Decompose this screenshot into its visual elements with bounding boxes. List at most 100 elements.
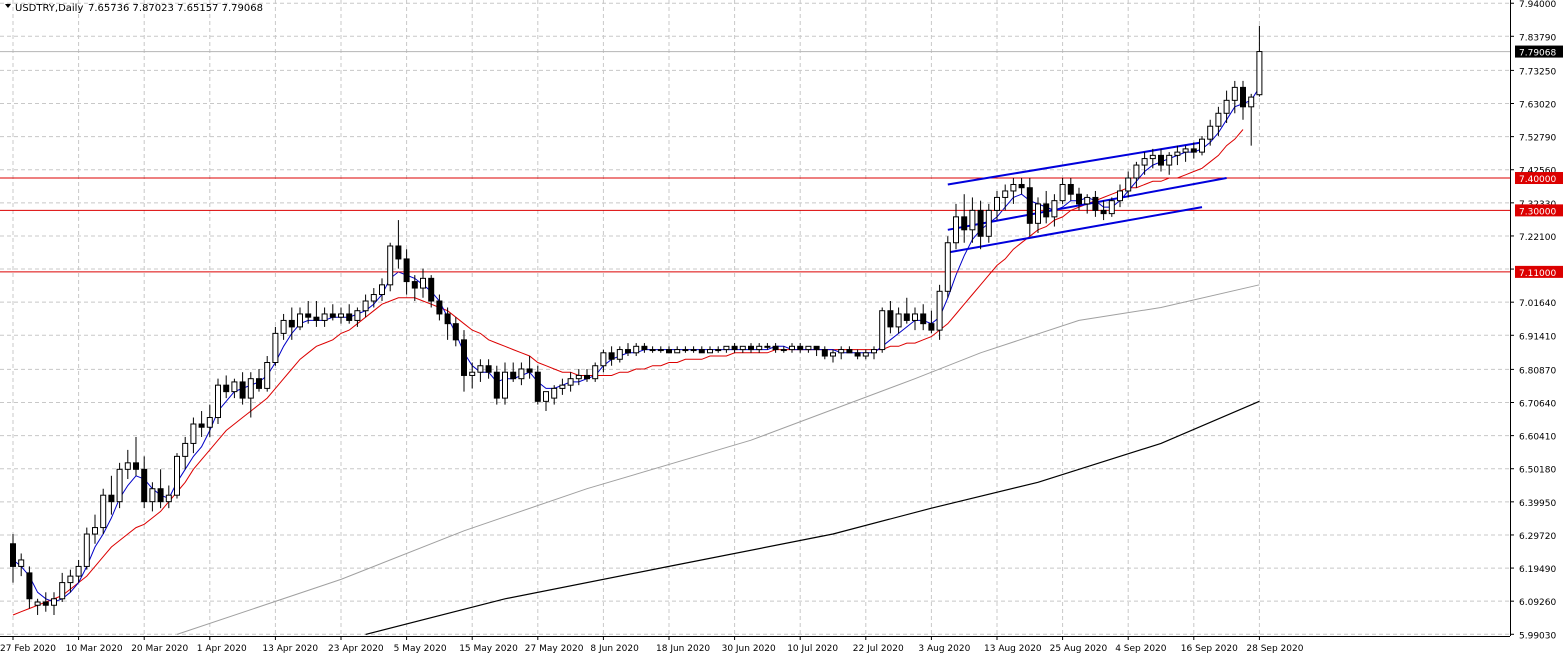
candle (510, 362, 517, 382)
price-tick-label: 7.22100 (1519, 233, 1556, 243)
time-tick-label: 15 May 2020 (459, 644, 518, 654)
candle-body (920, 313, 927, 325)
candle-body (1059, 183, 1066, 202)
horizontal-levels[interactable] (0, 177, 1510, 273)
candle-body (354, 310, 361, 321)
candle-body (969, 209, 976, 231)
candle (633, 343, 640, 357)
candle (1010, 178, 1017, 204)
candle-body (444, 313, 451, 325)
candle (920, 304, 927, 331)
candle-body (428, 277, 435, 302)
candle-body (329, 313, 336, 318)
candle-body (682, 349, 689, 352)
dropdown-triangle-icon[interactable] (5, 4, 11, 8)
candle (944, 236, 951, 298)
candle (313, 301, 320, 327)
candle-body (985, 209, 992, 237)
price-tick-label: 6.91410 (1519, 332, 1556, 342)
level-label: 7.30000 (1519, 207, 1556, 217)
candle-body (813, 345, 820, 351)
candle (862, 349, 869, 360)
candle (141, 456, 148, 509)
candle-body (34, 601, 41, 606)
candle (912, 307, 918, 331)
time-tick-label: 23 Apr 2020 (328, 644, 384, 654)
candle-body (141, 468, 148, 503)
candle (1182, 145, 1189, 162)
candle-body (871, 349, 877, 354)
candle (329, 304, 336, 321)
candle-body (165, 494, 172, 503)
candle (551, 385, 558, 405)
channel-line[interactable] (947, 141, 1203, 186)
candle (600, 349, 607, 373)
candle (682, 346, 689, 353)
candle (928, 310, 935, 334)
candle (1240, 80, 1246, 120)
price-tick-label: 6.70640 (1519, 400, 1556, 410)
candle (379, 278, 385, 302)
candle (157, 469, 164, 509)
time-tick-label: 13 Apr 2020 (262, 644, 318, 654)
candle (1100, 200, 1107, 221)
candle-body (633, 345, 640, 354)
candles (10, 25, 1263, 615)
candle-body (657, 349, 664, 352)
time-tick-label: 8 Jun 2020 (590, 644, 639, 654)
ma-long-line (365, 400, 1260, 635)
candle (231, 378, 238, 399)
time-tick-label: 27 May 2020 (525, 644, 584, 654)
candle (362, 294, 369, 318)
candle (707, 346, 713, 354)
candle (936, 284, 943, 340)
candle-body (1043, 203, 1050, 218)
candle (756, 343, 763, 353)
candle (461, 330, 467, 392)
candle (748, 343, 754, 353)
candle-body (690, 349, 697, 352)
candle-body (731, 345, 738, 351)
time-tick-label: 27 Feb 2020 (0, 644, 56, 654)
candle-body (321, 313, 328, 321)
candle-body (567, 378, 574, 386)
candle-body (264, 362, 271, 389)
candle-body (313, 316, 320, 321)
candle (1199, 135, 1205, 156)
candle-body (403, 258, 410, 283)
candle-body (592, 365, 599, 380)
candle (67, 569, 74, 593)
candle (567, 372, 574, 392)
time-axis: 27 Feb 2020 10 Mar 2020 20 Mar 2020 1 Apr 2… (0, 636, 1304, 654)
candle (977, 200, 984, 250)
candle-body (895, 313, 902, 328)
candle-body (1100, 209, 1107, 215)
candle (1059, 178, 1066, 204)
time-tick-label: 4 Sep 2020 (1115, 644, 1167, 654)
candle (985, 203, 992, 243)
candle (239, 372, 246, 405)
candle-body (1240, 86, 1246, 108)
candle (264, 356, 271, 392)
candle (182, 436, 189, 470)
candle-body (190, 423, 197, 444)
candle (608, 346, 615, 366)
candle (108, 475, 115, 515)
candle-body (723, 345, 730, 351)
candle (18, 553, 25, 577)
grid (0, 0, 1511, 637)
candle-body (543, 391, 549, 402)
channel-line[interactable] (947, 206, 1203, 254)
candle-body (452, 323, 459, 341)
candle (731, 343, 738, 353)
candle-body (223, 384, 230, 393)
candle (797, 343, 804, 353)
candle-body (133, 462, 139, 470)
time-tick-label: 13 Aug 2020 (984, 644, 1042, 654)
candle (354, 307, 361, 327)
candle-body (510, 371, 517, 380)
candle (953, 203, 959, 250)
